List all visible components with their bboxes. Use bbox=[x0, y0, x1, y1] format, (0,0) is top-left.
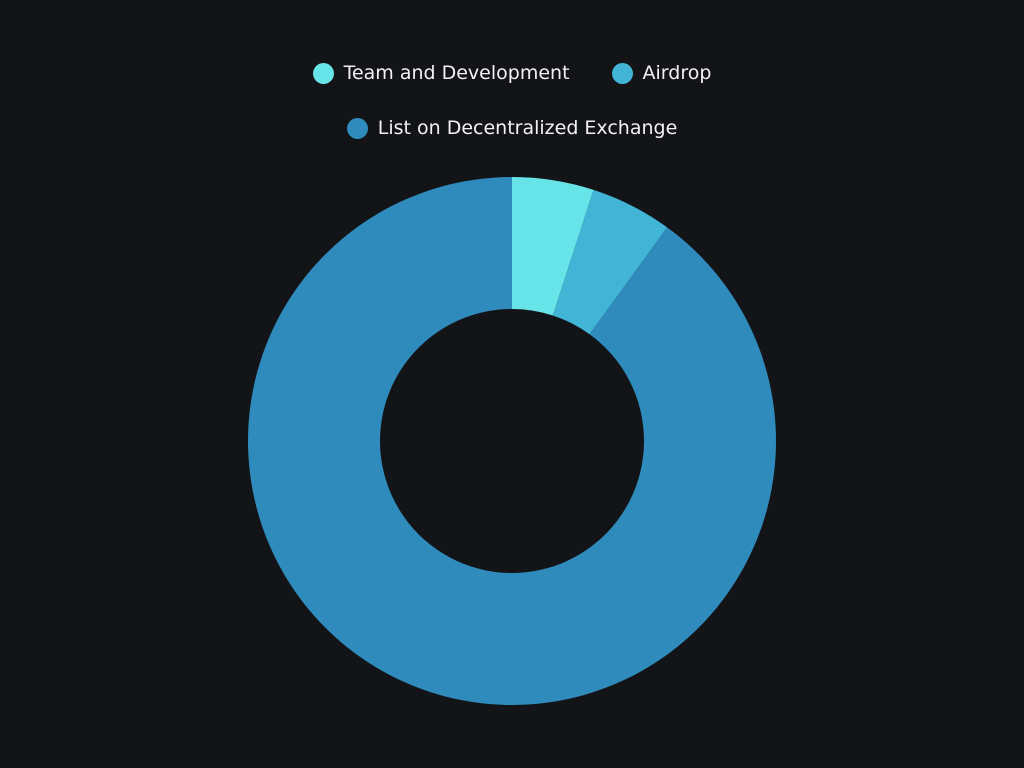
donut-slice bbox=[248, 177, 777, 705]
donut-slice bbox=[512, 177, 594, 316]
legend-item: Airdrop bbox=[611, 62, 712, 84]
legend-label: Team and Development bbox=[343, 62, 570, 84]
donut-slice bbox=[552, 189, 668, 335]
legend-swatch bbox=[611, 62, 633, 84]
legend-item: List on Decentralized Exchange bbox=[346, 117, 678, 139]
legend-label: Airdrop bbox=[642, 62, 712, 84]
legend-swatch bbox=[346, 117, 368, 139]
legend-label: List on Decentralized Exchange bbox=[377, 117, 678, 139]
legend-item: Team and Development bbox=[312, 62, 570, 84]
legend: Team and Development Airdrop List on Decen… bbox=[272, 62, 752, 139]
legend-swatch bbox=[312, 62, 334, 84]
